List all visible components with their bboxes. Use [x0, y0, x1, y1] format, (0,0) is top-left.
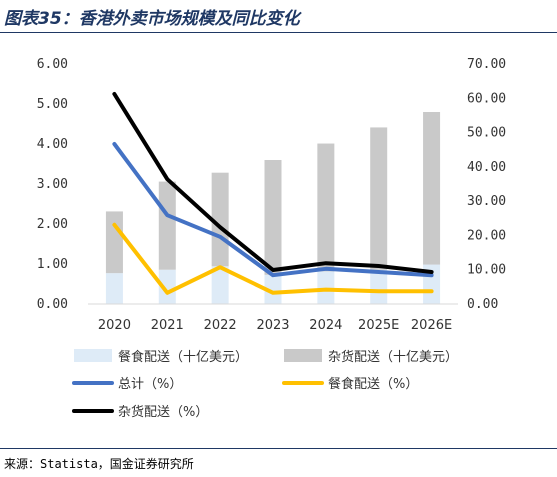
legend-meal-delivery-line: 餐食配送（%）: [282, 376, 418, 392]
x-axis-tick-label: 2023: [256, 318, 289, 333]
legend-label: 餐食配送（十亿美元）: [118, 349, 248, 365]
legend-swatch: [74, 349, 112, 362]
legend-grocery-delivery-line: 杂货配送（%）: [72, 404, 208, 420]
bar-grocery-delivery: [211, 172, 229, 267]
left-axis-tick-label: 3.00: [37, 177, 68, 192]
x-axis-tick-label: 2022: [204, 318, 237, 333]
left-axis-tick-label: 0.00: [37, 297, 68, 312]
legend-total-line: 总计（%）: [72, 377, 182, 392]
right-axis-tick-label: 30.00: [467, 194, 506, 209]
legend-label: 餐食配送（%）: [328, 376, 418, 392]
right-axis-tick-label: 50.00: [467, 126, 506, 141]
left-axis-tick-label: 2.00: [37, 217, 68, 232]
line-meal-delivery: [112, 222, 434, 295]
chart: 0.00 1.00 2.00 3.00 4.00 5.00 6.00 0.00 10.00 20.…: [37, 57, 506, 420]
right-axis-tick-label: 0.00: [467, 297, 498, 312]
left-axis-tick-label: 5.00: [37, 97, 68, 112]
legend-label: 杂货配送（十亿美元）: [328, 349, 458, 365]
right-axis-tick-label: 20.00: [467, 228, 506, 243]
x-axis-tick-label: 2026E: [411, 318, 452, 333]
right-axis-tick-label: 70.00: [467, 57, 506, 72]
right-axis-tick-label: 60.00: [467, 91, 506, 106]
right-axis-tick-label: 40.00: [467, 160, 506, 175]
x-axis-tick-label: 2020: [98, 318, 131, 333]
line-grocery-delivery: [112, 92, 434, 274]
bar-meal-delivery: [105, 273, 123, 304]
bar-grocery-delivery: [423, 112, 441, 265]
figure-title: 图表35：香港外卖市场规模及同比变化: [4, 9, 300, 29]
x-axis-tick-label: 2025E: [358, 318, 399, 333]
legend-label: 杂货配送（%）: [118, 404, 208, 420]
title-rule: [0, 32, 557, 33]
x-axis-tick-label: 2021: [151, 318, 184, 333]
left-axis-tick-label: 1.00: [37, 257, 68, 272]
bar-grocery-delivery: [105, 211, 123, 274]
bar-grocery-delivery: [264, 160, 282, 275]
bar-grocery-delivery: [317, 143, 335, 272]
legend-label: 总计（%）: [118, 377, 182, 392]
right-axis-tick-label: 10.00: [467, 263, 506, 278]
bar-meal-delivery: [211, 266, 229, 304]
bar-meal-delivery: [158, 269, 176, 304]
bar-meal-delivery: [264, 274, 282, 304]
x-axis-tick-label: 2024: [309, 318, 342, 333]
line-total: [112, 142, 434, 278]
source-rule: [0, 448, 557, 449]
source-note: 来源：Statista，国金证券研究所: [4, 457, 194, 471]
legend-meal-delivery-bar: 餐食配送（十亿美元）: [74, 349, 248, 365]
bar-grocery-delivery: [370, 127, 388, 270]
legend-swatch: [284, 349, 322, 362]
bar-meal-delivery: [370, 269, 388, 304]
left-axis-tick-label: 4.00: [37, 137, 68, 152]
left-axis-tick-label: 6.00: [37, 57, 68, 72]
bar-grocery-delivery: [158, 181, 176, 270]
legend-grocery-delivery-bar: 杂货配送（十亿美元）: [284, 349, 458, 365]
